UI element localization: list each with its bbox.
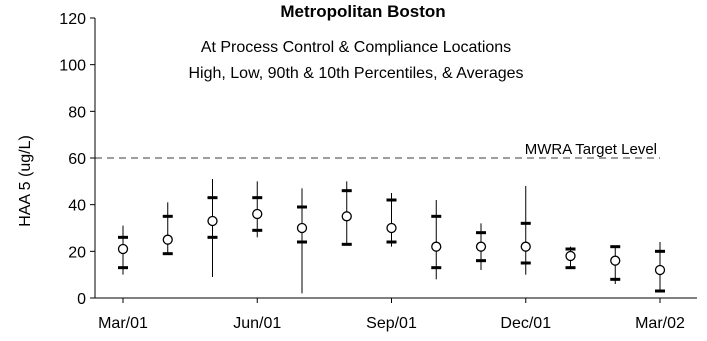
y-axis-label: HAA 5 (ug/L): [17, 135, 34, 227]
average-marker: [386, 222, 397, 234]
data-point-group: [386, 193, 397, 247]
data-point-group: [117, 225, 129, 275]
average-marker: [654, 264, 666, 276]
average-marker: [162, 234, 173, 245]
data-point-group: [341, 181, 352, 246]
target-level-label: MWRA Target Level: [525, 141, 657, 158]
data-point-group: [207, 179, 218, 277]
x-tick-label: Mar/01: [98, 315, 148, 332]
data-point-group: [475, 223, 487, 270]
x-tick-label: Dec/01: [500, 315, 551, 332]
data-point-group: [296, 188, 308, 294]
average-marker: [296, 222, 308, 234]
x-tick-label: Jun/01: [233, 315, 281, 332]
average-marker: [341, 211, 352, 222]
average-marker: [520, 241, 531, 252]
chart-subtitle-line-1: At Process Control & Compliance Location…: [201, 39, 511, 56]
y-tick-label: 20: [68, 244, 86, 261]
y-tick-label: 100: [59, 58, 86, 75]
x-tick-label: Sep/01: [366, 315, 417, 332]
average-marker: [252, 208, 263, 220]
chart-subtitle-line-2: High, Low, 90th & 10th Percentiles, & Av…: [188, 65, 523, 82]
data-point-group: [252, 181, 263, 238]
data-point-group: [431, 200, 442, 280]
data-point-group: [654, 242, 666, 293]
y-tick-label: 80: [68, 104, 86, 121]
average-marker: [610, 255, 621, 266]
reference-line-group: MWRA Target Level: [95, 141, 660, 159]
chart-title: Metropolitan Boston: [280, 2, 445, 21]
x-tick-label: Mar/02: [635, 315, 685, 332]
data-point-group: [520, 186, 531, 275]
y-tick-label: 60: [68, 151, 86, 168]
y-tick-label: 0: [77, 291, 86, 308]
average-marker: [431, 241, 442, 252]
y-tick-label: 40: [68, 198, 86, 215]
data-point-group: [565, 246, 576, 270]
data-point-group: [162, 202, 173, 256]
average-marker: [475, 241, 487, 252]
axes: 0 20 40 60 80 100 120 Mar/01 Jun/01 Sep/01 Dec/01 M…: [59, 11, 697, 332]
data-series: [117, 179, 666, 294]
average-marker: [117, 243, 129, 255]
data-point-group: [610, 245, 621, 284]
average-marker: [207, 215, 218, 227]
y-tick-label: 120: [59, 11, 86, 28]
average-marker: [565, 250, 576, 262]
